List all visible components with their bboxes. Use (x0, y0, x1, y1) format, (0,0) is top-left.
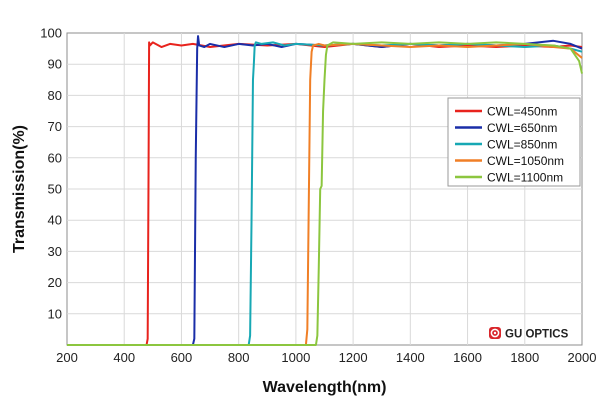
x-axis-title: Wavelength(nm) (263, 379, 387, 396)
x-tick-label: 400 (113, 350, 135, 365)
x-tick-label: 1200 (339, 350, 368, 365)
x-tick-label: 1800 (510, 350, 539, 365)
y-axis-ticks: 10 20 30 40 50 60 70 80 90 100 (40, 26, 62, 322)
legend-label: CWL=1050nm (487, 154, 564, 168)
y-tick-label: 10 (48, 306, 62, 321)
x-tick-label: 800 (228, 350, 250, 365)
series-line-cwl-1100nm (67, 41, 583, 346)
legend-item: CWL=650nm (455, 121, 557, 135)
legend-label: CWL=450nm (487, 104, 557, 118)
x-axis-ticks: 200 400 600 800 1000 1200 1400 1600 1800 2000 (56, 350, 596, 365)
x-tick-label: 200 (56, 350, 78, 365)
legend-box (447, 97, 581, 187)
legend-label: CWL=650nm (487, 121, 557, 135)
x-tick-label: 1000 (281, 350, 310, 365)
y-axis-title: Transmission(%) (11, 125, 28, 253)
legend-label: CWL=850nm (487, 137, 557, 151)
y-tick-label: 80 (48, 88, 62, 103)
y-tick-label: 70 (48, 119, 62, 134)
y-tick-label: 60 (48, 150, 62, 165)
series-lines (67, 35, 583, 346)
x-tick-label: 1400 (396, 350, 425, 365)
y-tick-label: 30 (48, 244, 62, 259)
grid-lines (67, 33, 582, 345)
x-tick-label: 1600 (453, 350, 482, 365)
y-tick-label: 40 (48, 213, 62, 228)
y-tick-label: 90 (48, 57, 62, 72)
gu-optics-logo-icon (489, 327, 501, 339)
series-line-cwl-850nm (67, 41, 583, 346)
y-tick-label: 50 (48, 182, 62, 197)
legend-item: CWL=450nm (455, 104, 557, 118)
legend-label: CWL=1100nm (487, 170, 563, 184)
legend-item: CWL=1050nm (455, 154, 564, 168)
legend-item: CWL=850nm (455, 137, 557, 151)
x-tick-label: 600 (171, 350, 193, 365)
brand-name: GU OPTICS (505, 329, 569, 341)
x-tick-label: 2000 (568, 350, 597, 365)
y-tick-label: 100 (40, 26, 62, 41)
legend-item: CWL=1100nm (455, 170, 563, 184)
brand-mark: GU OPTICS (489, 327, 569, 341)
legend: CWL=450nm CWL=650nm CWL=850nm CWL=1050nm CWL… (447, 97, 581, 187)
y-tick-label: 20 (48, 275, 62, 290)
